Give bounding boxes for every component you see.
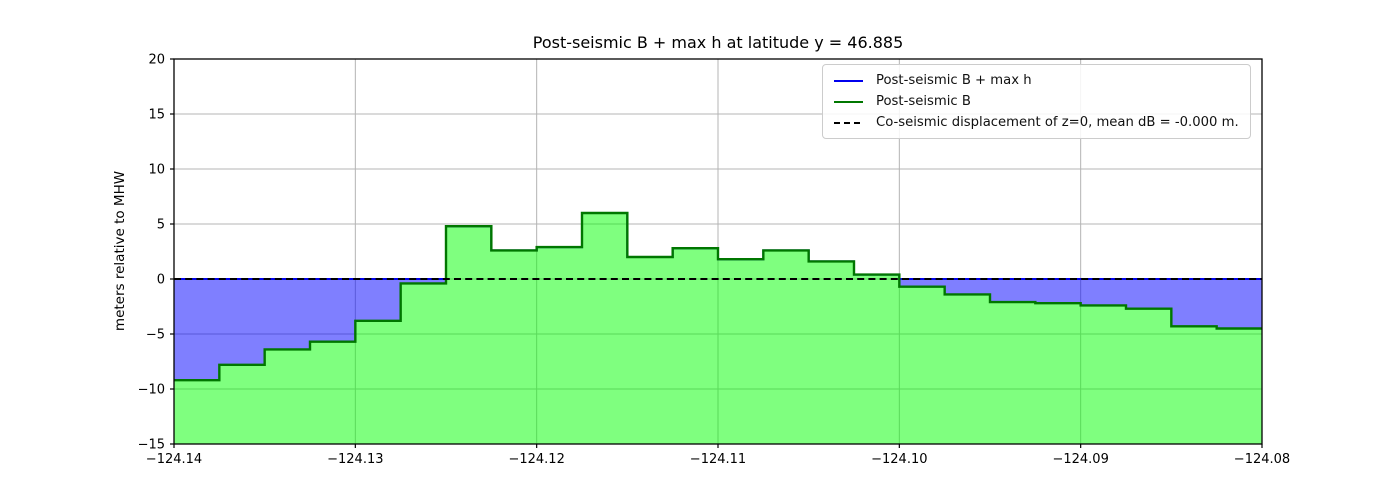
y-axis-label: meters relative to MHW — [112, 170, 128, 332]
legend-entry-post-seismic-b: Post-seismic B — [834, 94, 1239, 109]
chart-title: Post-seismic B + max h at latitude y = 4… — [532, 33, 904, 52]
y-tick-label: 0 — [157, 273, 165, 288]
y-tick-label: 10 — [148, 163, 165, 178]
legend: Post-seismic B + max h Post-seismic B Co… — [822, 64, 1251, 139]
x-tick-label: −124.08 — [1234, 452, 1290, 467]
y-tick-label: 15 — [148, 108, 165, 123]
x-tick-label: −124.09 — [1052, 452, 1108, 467]
legend-label: Post-seismic B — [876, 94, 971, 109]
x-tick-label: −124.10 — [871, 452, 927, 467]
legend-label: Co-seismic displacement of z=0, mean dB … — [876, 115, 1239, 130]
water-area — [174, 279, 1262, 381]
green-line-swatch-icon — [834, 100, 863, 103]
y-tick-label: −10 — [138, 383, 165, 398]
x-tick-label: −124.14 — [146, 452, 202, 467]
y-tick-label: −5 — [146, 328, 165, 343]
dashed-line-swatch-icon — [834, 121, 863, 124]
x-tick-label: −124.13 — [327, 452, 383, 467]
post-seismic-b-line — [174, 211, 1262, 382]
x-tick-label: −124.11 — [690, 452, 746, 467]
y-tick-label: −15 — [138, 438, 165, 453]
blue-line-swatch-icon — [834, 79, 863, 82]
x-tick-label: −124.12 — [508, 452, 564, 467]
legend-label: Post-seismic B + max h — [876, 73, 1032, 88]
y-tick-label: 5 — [157, 218, 165, 233]
y-tick-label: 20 — [148, 53, 165, 68]
legend-entry-b-plus-maxh: Post-seismic B + max h — [834, 73, 1239, 88]
legend-entry-coseismic: Co-seismic displacement of z=0, mean dB … — [834, 115, 1239, 130]
